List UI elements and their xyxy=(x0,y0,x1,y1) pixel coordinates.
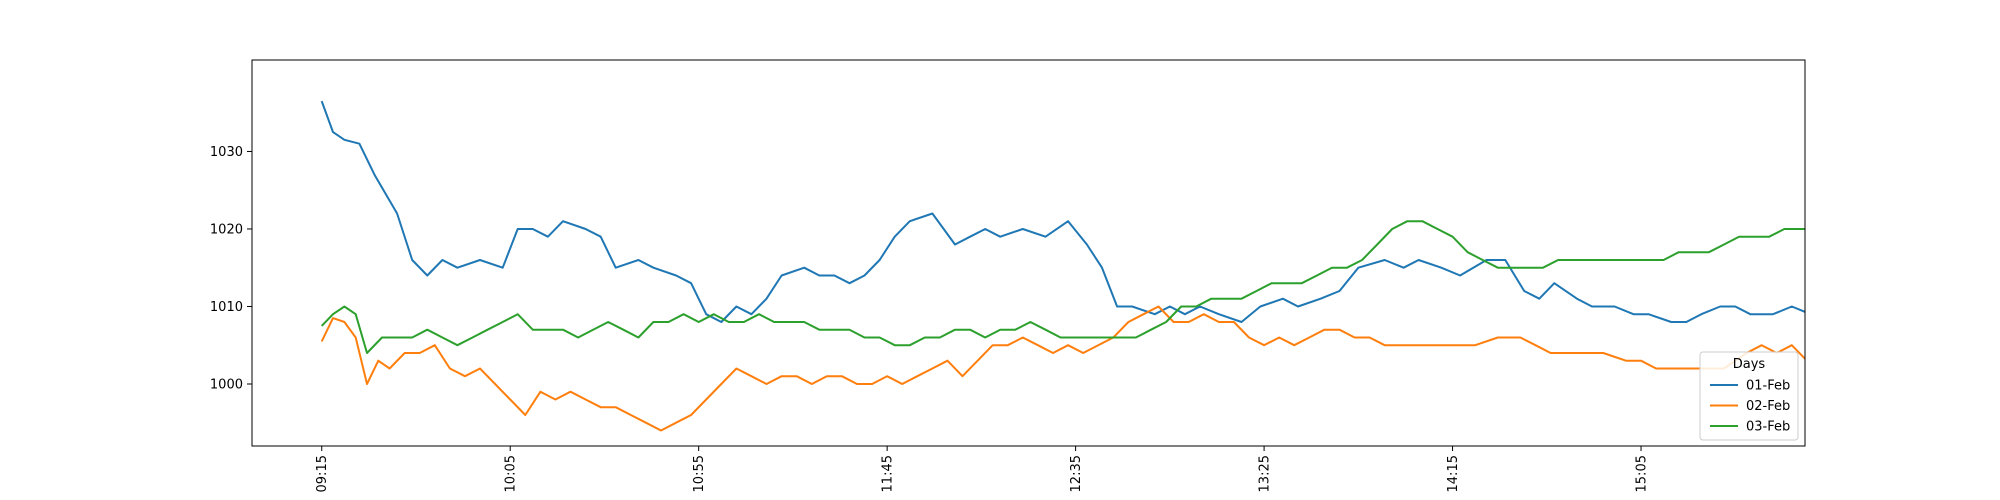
legend-entries: 01-Feb 02-Feb 03-Feb xyxy=(1710,379,1790,435)
x-tick-label: 11:45 xyxy=(881,455,896,492)
x-tick-label: 15:05 xyxy=(1635,455,1650,492)
x-tick-label: 14:15 xyxy=(1446,455,1461,492)
legend-box xyxy=(1699,351,1799,441)
y-tick-label: 1020 xyxy=(210,222,243,237)
plot-area xyxy=(251,59,1806,447)
x-tick-label: 09:15 xyxy=(315,455,330,492)
legend-label: 03-Feb xyxy=(1746,420,1790,435)
x-tick-label: 12:35 xyxy=(1069,455,1084,492)
legend: Days 01-Feb 02-Feb 03-Feb xyxy=(1699,351,1799,441)
x-tick-label: 13:25 xyxy=(1258,455,1273,492)
y-axis: 1000 1010 1020 1030 xyxy=(210,145,252,392)
y-tick-label: 1010 xyxy=(210,300,243,315)
y-tick-label: 1000 xyxy=(210,377,243,392)
axes-frame xyxy=(251,59,1806,447)
x-axis: 09:15 10:05 10:55 11:45 12:35 13:25 14:15 15:05 xyxy=(315,446,1650,492)
legend-label: 01-Feb xyxy=(1746,379,1790,394)
x-tick-label: 10:05 xyxy=(504,455,519,492)
series-line-03-Feb xyxy=(320,220,1805,354)
y-tick-label: 1030 xyxy=(210,145,243,160)
legend-title: Days xyxy=(1733,357,1766,372)
series-line-02-Feb xyxy=(320,305,1805,432)
series-line-01-Feb xyxy=(320,100,1805,323)
series-lines xyxy=(320,100,1805,432)
legend-label: 02-Feb xyxy=(1746,399,1790,414)
x-tick-label: 10:55 xyxy=(692,455,707,492)
